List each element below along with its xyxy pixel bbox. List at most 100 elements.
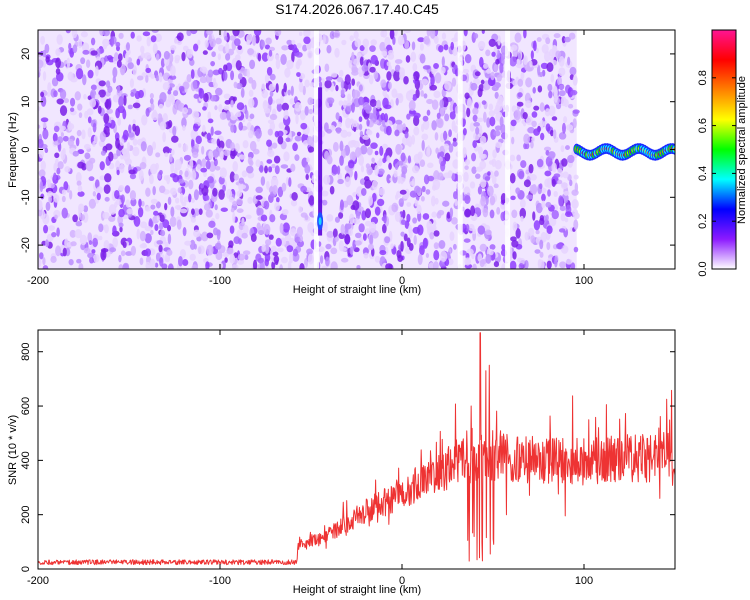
snr-y-tick-label: 400: [20, 451, 32, 469]
noise-blob: [174, 197, 180, 204]
noise-blob: [567, 56, 571, 66]
noise-blob: [150, 229, 154, 236]
noise-blob: [205, 261, 210, 269]
noise-blob: [285, 137, 291, 143]
noise-blob: [533, 105, 540, 111]
noise-blob: [511, 209, 518, 219]
noise-blob: [275, 237, 282, 247]
noise-blob: [294, 135, 302, 142]
noise-blob: [112, 225, 117, 236]
noise-blob: [366, 165, 373, 176]
noise-blob: [530, 235, 536, 244]
noise-blob: [557, 179, 563, 185]
noise-blob: [309, 82, 316, 87]
noise-blob: [40, 160, 46, 171]
noise-blob: [414, 185, 421, 194]
noise-blob: [207, 111, 212, 121]
noise-blob: [139, 257, 144, 266]
noise-blob: [524, 100, 532, 109]
noise-blob: [100, 150, 106, 156]
noise-blob: [266, 139, 273, 147]
noise-blob: [188, 193, 192, 203]
noise-blob: [38, 59, 44, 69]
noise-blob: [139, 230, 147, 242]
noise-blob: [323, 174, 331, 185]
noise-blob: [480, 179, 487, 189]
noise-blob: [279, 222, 284, 234]
noise-blob: [94, 93, 101, 100]
noise-blob: [486, 68, 492, 74]
noise-blob: [358, 116, 363, 123]
noise-blob: [149, 258, 156, 269]
noise-blob: [433, 90, 441, 99]
noise-blob: [162, 81, 170, 91]
noise-blob: [275, 83, 279, 93]
noise-blob: [56, 34, 63, 45]
noise-blob: [523, 133, 530, 145]
noise-blob: [51, 232, 57, 238]
noise-blob: [136, 75, 144, 81]
noise-blob: [464, 158, 471, 166]
noise-blob: [68, 258, 74, 266]
noise-blob: [145, 107, 150, 117]
noise-blob: [92, 122, 97, 133]
noise-blob: [482, 111, 487, 123]
snr-y-axis-label: SNR (10 * v/v): [7, 415, 19, 485]
noise-blob: [413, 126, 420, 136]
spectrogram-y-tick-label: -20: [20, 237, 32, 253]
noise-blob: [224, 35, 228, 41]
noise-blob: [53, 194, 60, 203]
noise-blob: [482, 207, 489, 218]
noise-blob: [379, 249, 387, 256]
noise-blob: [266, 66, 273, 76]
noise-blob: [410, 51, 417, 63]
noise-blob: [132, 138, 138, 146]
noise-blob: [149, 163, 158, 175]
noise-blob: [225, 53, 231, 61]
noise-blob: [299, 263, 305, 269]
spectrogram-y-tick-label: 0: [20, 146, 32, 152]
noise-blob: [230, 100, 234, 108]
noise-blob: [558, 195, 564, 207]
noise-blob: [374, 206, 381, 216]
noise-blob: [237, 253, 246, 261]
noise-blob: [94, 65, 99, 77]
noise-blob: [446, 251, 451, 261]
noise-blob: [266, 180, 270, 190]
noise-blob: [260, 176, 266, 186]
noise-blob: [572, 75, 578, 86]
noise-blob: [452, 137, 457, 143]
noise-blob: [382, 223, 387, 234]
noise-blob: [380, 112, 386, 121]
noise-blob: [394, 163, 399, 170]
noise-blob: [150, 73, 155, 79]
noise-blob: [182, 124, 186, 131]
noise-blob: [531, 111, 538, 118]
noise-blob: [559, 261, 567, 269]
noise-blob: [45, 201, 51, 212]
noise-blob: [269, 214, 276, 223]
noise-blob: [193, 229, 201, 238]
noise-blob: [218, 262, 224, 269]
noise-blob: [119, 63, 127, 75]
noise-blob: [553, 190, 558, 198]
noise-blob: [489, 209, 495, 219]
noise-blob: [46, 179, 52, 185]
noise-blob: [236, 102, 245, 111]
noise-blob: [473, 122, 480, 127]
noise-blob: [321, 265, 328, 269]
noise-blob: [88, 176, 95, 182]
noise-blob: [439, 99, 445, 108]
noise-blob: [368, 195, 373, 206]
noise-blob: [516, 58, 521, 67]
noise-blob: [283, 82, 287, 93]
noise-blob: [561, 158, 568, 167]
noise-blob: [190, 30, 198, 35]
noise-blob: [449, 231, 455, 242]
noise-blob: [177, 187, 182, 194]
noise-blob: [252, 34, 257, 46]
noise-blob: [87, 127, 92, 138]
noise-blob: [246, 39, 251, 46]
noise-blob: [223, 64, 228, 72]
noise-blob: [419, 53, 426, 64]
